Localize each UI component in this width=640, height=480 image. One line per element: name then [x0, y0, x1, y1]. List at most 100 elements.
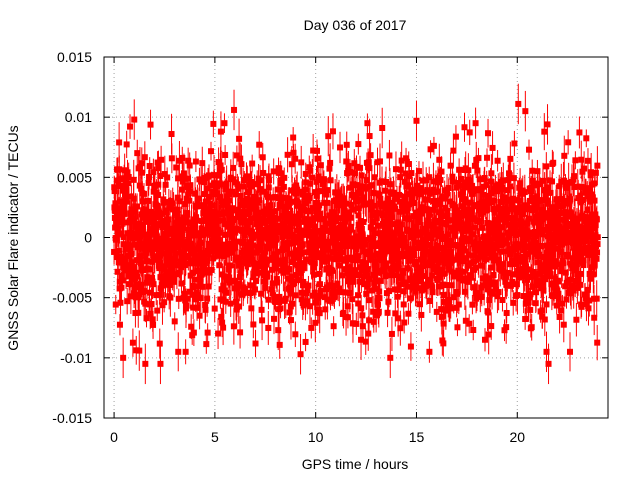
data-point: [292, 155, 299, 162]
data-point: [117, 198, 124, 205]
data-point: [211, 172, 218, 179]
data-point: [288, 161, 295, 168]
data-point: [401, 178, 408, 185]
data-point: [242, 229, 249, 236]
data-point: [298, 289, 305, 296]
data-point: [501, 212, 508, 219]
data-point: [412, 224, 419, 231]
data-point: [205, 172, 212, 179]
data-point: [258, 290, 265, 297]
data-point: [485, 130, 492, 137]
data-point: [205, 283, 212, 290]
data-point: [123, 187, 130, 194]
data-point: [316, 177, 323, 184]
data-point: [310, 147, 317, 154]
data-point: [179, 154, 186, 161]
data-point: [150, 281, 157, 288]
data-point: [137, 223, 144, 230]
data-point: [123, 141, 130, 148]
data-point: [208, 148, 215, 155]
data-point: [226, 213, 233, 220]
data-point: [130, 176, 137, 183]
data-point: [423, 282, 430, 289]
data-point: [438, 213, 445, 220]
data-point: [114, 268, 121, 275]
data-point: [319, 188, 326, 195]
data-point: [453, 304, 460, 311]
data-point: [391, 254, 398, 261]
data-point: [259, 154, 266, 161]
data-point: [271, 315, 278, 322]
data-point: [190, 228, 197, 235]
data-point: [291, 233, 298, 240]
data-point: [372, 243, 379, 250]
data-point: [525, 274, 532, 281]
data-point: [355, 205, 362, 212]
data-point: [183, 302, 190, 309]
data-point: [466, 213, 473, 220]
data-point: [432, 246, 439, 253]
data-point: [194, 267, 201, 274]
data-point: [486, 248, 493, 255]
data-point: [370, 308, 377, 315]
data-point: [235, 206, 242, 213]
data-point: [308, 324, 315, 331]
data-point: [270, 255, 277, 262]
data-point: [511, 140, 518, 147]
data-point: [238, 161, 245, 168]
data-point: [168, 155, 175, 162]
data-point: [436, 156, 443, 163]
data-point: [150, 321, 157, 328]
data-point: [397, 325, 404, 332]
data-point: [368, 256, 375, 263]
data-point: [125, 173, 132, 180]
data-point: [445, 231, 452, 238]
data-point: [312, 319, 319, 326]
data-point: [468, 206, 475, 213]
data-point: [273, 252, 280, 259]
data-point: [481, 282, 488, 289]
data-point: [397, 221, 404, 228]
data-point: [363, 290, 370, 297]
data-point: [240, 183, 247, 190]
data-point: [284, 246, 291, 253]
data-point: [520, 293, 527, 300]
data-point: [130, 217, 137, 224]
data-point: [163, 209, 170, 216]
data-point: [420, 273, 427, 280]
data-point: [123, 267, 130, 274]
data-point: [482, 204, 489, 211]
data-point: [252, 286, 259, 293]
data-point: [372, 190, 379, 197]
data-point: [443, 221, 450, 228]
data-point: [377, 158, 384, 165]
data-point: [167, 294, 174, 301]
data-point: [395, 260, 402, 267]
data-point: [429, 289, 436, 296]
data-point: [458, 219, 465, 226]
data-point: [124, 169, 131, 176]
data-point: [293, 216, 300, 223]
data-point: [146, 289, 153, 296]
data-point: [281, 230, 288, 237]
data-point: [521, 189, 528, 196]
data-point: [253, 277, 260, 284]
data-point: [310, 271, 317, 278]
data-point: [281, 262, 288, 269]
data-point: [258, 259, 265, 266]
data-point: [230, 323, 237, 330]
data-point: [295, 201, 302, 208]
data-point: [156, 291, 163, 298]
data-point: [196, 244, 203, 251]
data-point: [139, 169, 146, 176]
data-point: [470, 326, 477, 333]
data-point: [143, 315, 150, 322]
data-point: [311, 215, 318, 222]
data-point: [187, 188, 194, 195]
data-point: [288, 239, 295, 246]
data-point: [119, 187, 126, 194]
data-point: [467, 235, 474, 242]
data-point: [477, 186, 484, 193]
data-point: [357, 264, 364, 271]
data-point: [374, 210, 381, 217]
